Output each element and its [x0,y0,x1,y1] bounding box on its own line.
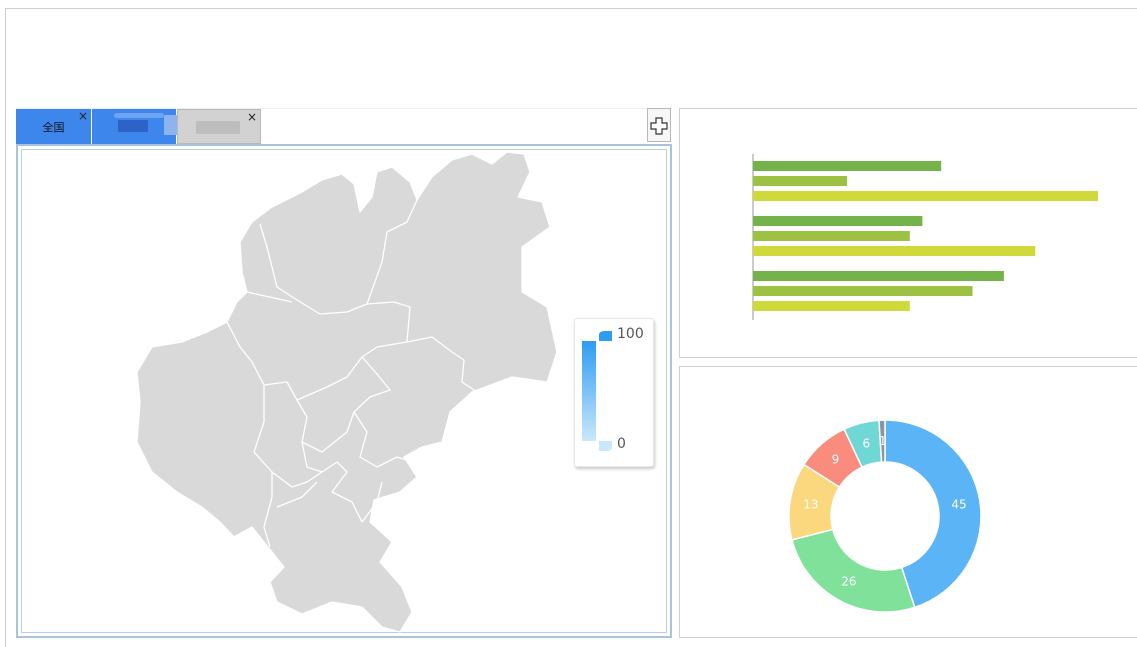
tab-region-blurred[interactable] [92,109,178,144]
visual-map-legend: 100 0 [574,318,654,467]
bar-g3-s2[interactable] [753,286,973,296]
bar-g1-s1[interactable] [753,161,942,171]
bar-g3-s3[interactable] [753,301,910,311]
donut-slice-label-6: 1 [879,434,887,448]
tab-label-redacted-2 [164,115,178,135]
donut-slice-6[interactable] [878,419,886,463]
map-region-outline[interactable] [136,151,558,633]
app-frame [5,8,1137,647]
bar-g1-s2[interactable] [753,176,848,186]
donut-chart-panel: 45 26 13 9 6 1 [679,366,1137,638]
tab-national-close-icon[interactable]: × [77,109,88,123]
donut-slice-2[interactable] [791,528,916,613]
add-tab-button[interactable] [647,108,671,142]
visual-map-max-handle-icon[interactable] [599,331,612,341]
bar-chart [752,154,1098,320]
donut-slice-label-4: 9 [832,453,840,467]
map-borders [226,199,478,548]
visual-map-min-label: 0 [617,436,626,452]
map-canvas [21,149,667,633]
donut-slice-label-3: 13 [803,497,818,511]
bar-g2-s3[interactable] [753,246,1036,256]
region-map [136,151,558,633]
bar-g1-s3[interactable] [753,191,1098,201]
map-panel [16,144,672,638]
donut-slice-label-2: 26 [841,575,856,589]
tab-national[interactable]: 全国 × [16,109,91,144]
tab-label-redacted [118,120,148,132]
tab-national-label: 全国 [42,121,65,134]
tab-label-redacted-4 [196,121,240,134]
bar-g2-s2[interactable] [753,231,910,241]
bar-g3-s1[interactable] [753,271,1004,281]
donut-slice-1[interactable] [884,419,982,609]
visual-map-max-label: 100 [617,326,644,342]
bar-g2-s1[interactable] [753,216,923,226]
bar-chart-panel [679,108,1137,358]
plus-icon [650,117,668,135]
donut-slice-label-1: 45 [951,497,966,511]
donut-slice-label-5: 6 [863,436,871,450]
visual-map-bar[interactable] [582,341,596,441]
tab-bar: 全国 × × [16,108,672,145]
tab-subregion-blurred[interactable]: × [177,109,261,144]
tab-subregion-close-icon[interactable]: × [246,110,257,124]
tab-label-redacted-3 [114,113,164,118]
visual-map-min-handle-icon[interactable] [599,441,612,451]
donut-chart: 45 26 13 9 6 1 [788,419,982,613]
